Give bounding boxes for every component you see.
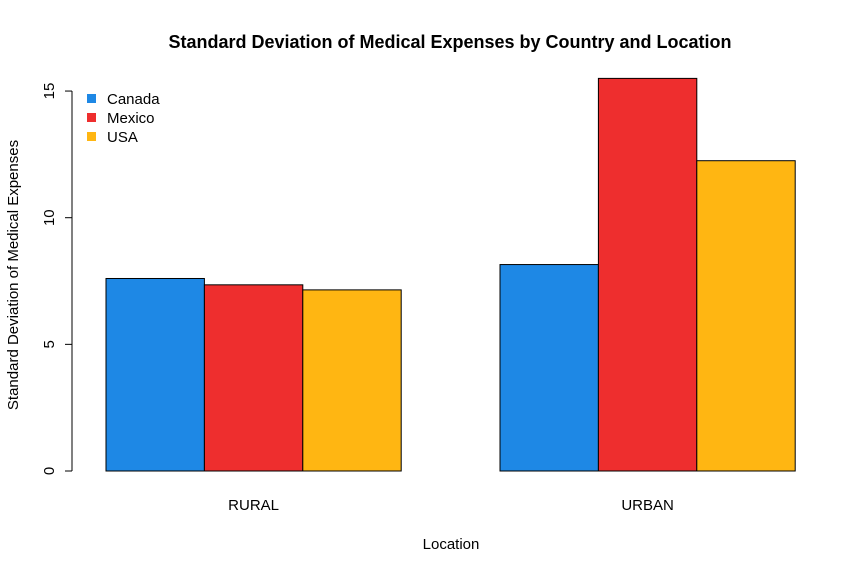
bar-usa-urban — [696, 160, 796, 472]
bar-canada-urban — [499, 264, 599, 472]
y-tick-label: 15 — [41, 83, 58, 100]
category-label: URBAN — [621, 497, 674, 514]
legend-label: USA — [107, 129, 138, 146]
bar-mexico-rural — [203, 284, 304, 472]
category-label: RURAL — [228, 497, 279, 514]
y-axis-label: Standard Deviation of Medical Expenses — [5, 140, 22, 410]
bar-mexico-urban — [597, 77, 698, 472]
legend-label: Mexico — [107, 110, 155, 127]
legend: Canada Mexico USA — [87, 91, 160, 146]
chart-title: Standard Deviation of Medical Expenses b… — [168, 32, 731, 52]
x-axis-label: Location — [423, 536, 480, 553]
y-axis: 0 5 10 15 — [41, 83, 73, 475]
bar-canada-rural — [105, 277, 205, 472]
legend-swatch-usa — [87, 132, 96, 141]
y-tick-label: 10 — [41, 209, 58, 226]
bars — [105, 77, 796, 472]
legend-swatch-mexico — [87, 113, 96, 122]
y-tick-label: 5 — [41, 340, 58, 348]
bar-usa-rural — [302, 289, 402, 472]
category-labels: RURAL URBAN — [228, 497, 674, 514]
legend-label: Canada — [107, 91, 160, 108]
y-tick-label: 0 — [41, 467, 58, 475]
legend-swatch-canada — [87, 94, 96, 103]
